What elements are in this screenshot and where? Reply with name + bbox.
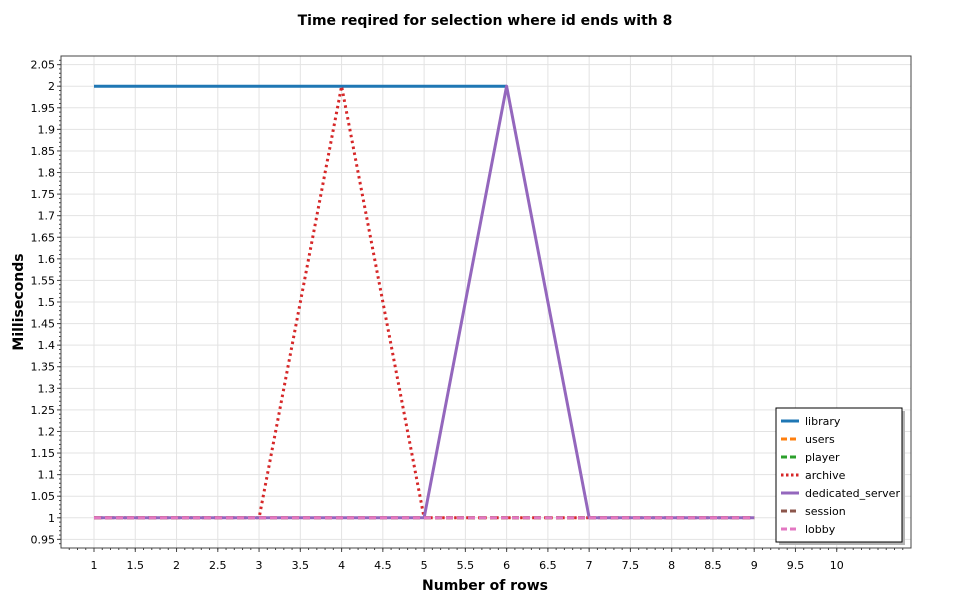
y-tick-label: 1.2 [38,425,56,438]
y-axis-label: Milliseconds [11,253,27,350]
x-tick-label: 6 [503,559,510,572]
y-tick-label: 1.9 [38,123,56,136]
legend-label: users [805,433,835,446]
y-tick-label: 1 [48,512,55,525]
x-tick-label: 9 [751,559,758,572]
x-tick-label: 2 [173,559,180,572]
legend-label: player [805,451,840,464]
x-tick-label: 4 [338,559,345,572]
chart-title: Time reqired for selection where id ends… [298,13,673,29]
y-tick-label: 1.5 [38,296,56,309]
y-tick-label: 1.7 [38,210,56,223]
legend-label: library [805,415,841,428]
legend-label: session [805,505,846,518]
x-tick-label: 2.5 [209,559,227,572]
x-tick-label: 1 [91,559,98,572]
y-tick-label: 2.05 [31,59,56,72]
x-axis-label: Number of rows [422,578,548,594]
y-tick-label: 1.35 [31,361,56,374]
y-tick-label: 1.15 [31,447,56,460]
axes: 0.95 1 1.05 1.1 1.15 1.2 1.25 1.3 1.35 1.4 1.45 1.5… [31,59,904,572]
y-tick-label: 1.95 [31,102,56,115]
y-tick-label: 1.75 [31,188,56,201]
y-tick-label: 1.25 [31,404,56,417]
legend-label: lobby [805,523,836,536]
legend-label: archive [805,469,846,482]
legend: library users player archive dedicated_serve… [775,407,905,545]
y-tick-label: 1.05 [31,490,56,503]
x-tick-label: 8.5 [704,559,722,572]
y-tick-label: 1.1 [38,469,56,482]
y-tick-label: 0.95 [31,533,56,546]
series-lines [94,84,755,520]
legend-label: dedicated_server [805,487,900,500]
y-tick-label: 1.65 [31,231,56,244]
y-tick-label: 1.55 [31,274,56,287]
x-tick-label: 8 [668,559,675,572]
x-tick-label: 7.5 [622,559,640,572]
x-tick-label: 5 [421,559,428,572]
x-tick-label: 4.5 [374,559,392,572]
x-tick-label: 1.5 [127,559,145,572]
y-tick-label: 1.85 [31,145,56,158]
x-tick-label: 6.5 [539,559,557,572]
y-tick-label: 1.8 [38,167,56,180]
x-tick-label: 3 [256,559,263,572]
y-tick-label: 1.45 [31,318,56,331]
x-tick-label: 5.5 [457,559,475,572]
y-tick-label: 1.4 [38,339,56,352]
y-tick-label: 1.3 [38,382,56,395]
x-tick-label: 9.5 [787,559,805,572]
grid [61,56,911,548]
x-tick-label: 10 [830,559,844,572]
x-tick-label: 3.5 [292,559,310,572]
y-tick-label: 1.6 [38,253,56,266]
y-tick-label: 2 [48,80,55,93]
x-tick-label: 7 [586,559,593,572]
